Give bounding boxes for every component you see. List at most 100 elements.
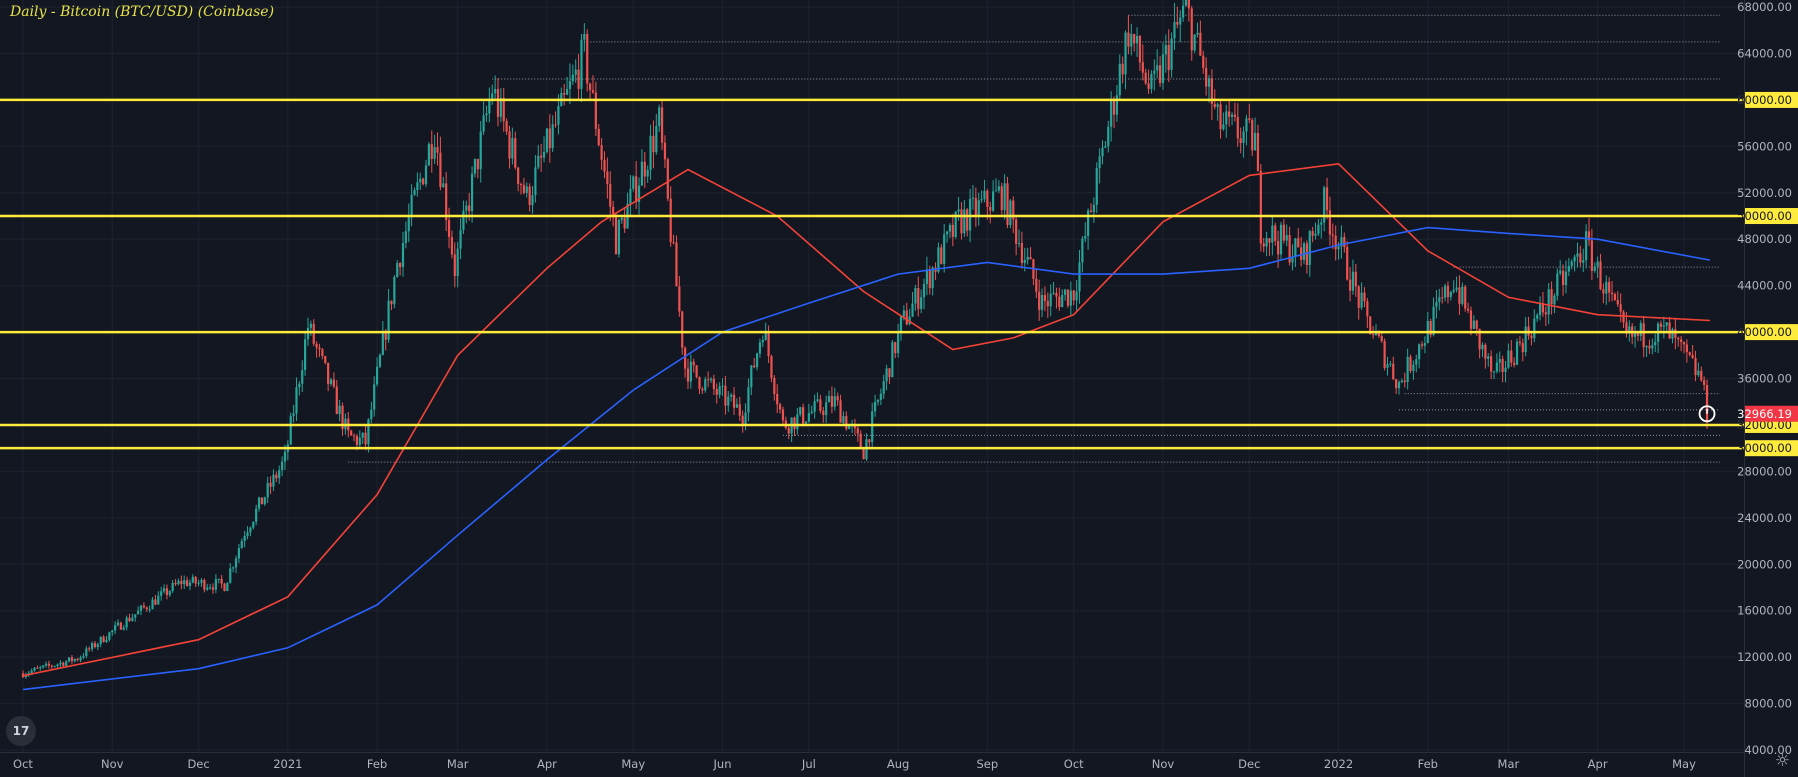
candle-body xyxy=(200,580,203,583)
candle-body xyxy=(116,622,120,626)
candle-down xyxy=(445,171,448,231)
candle-down xyxy=(1089,203,1093,213)
candle-up xyxy=(931,265,934,296)
candle-down xyxy=(1484,343,1487,369)
candle-body xyxy=(1000,186,1003,211)
candle-body xyxy=(257,497,261,509)
candle-up xyxy=(721,378,724,396)
candle-up xyxy=(571,64,574,85)
candle-body xyxy=(1389,363,1392,365)
candle-body xyxy=(1351,271,1355,291)
candle-body xyxy=(1357,286,1360,308)
candle-body xyxy=(1576,253,1579,257)
candle-up xyxy=(879,388,882,406)
candle-body xyxy=(1662,325,1665,327)
candle-body xyxy=(1478,328,1481,350)
time-tick-label: Nov xyxy=(101,757,124,771)
candle-down xyxy=(1058,287,1061,311)
candle-down xyxy=(1205,57,1208,96)
candle-body xyxy=(571,74,574,82)
candle-up xyxy=(378,353,382,369)
candle-down xyxy=(770,354,773,383)
candle-body xyxy=(727,396,730,406)
candle-up xyxy=(977,192,980,226)
candle-body xyxy=(1302,243,1306,260)
candle-body xyxy=(263,497,266,505)
candle-body xyxy=(1239,138,1242,143)
candle-up xyxy=(718,382,721,399)
candle-down xyxy=(1256,124,1260,172)
candle-body xyxy=(1098,156,1101,169)
candle-body xyxy=(827,396,831,403)
candle-up xyxy=(704,376,707,393)
candle-body xyxy=(882,381,885,394)
candle-body xyxy=(1484,344,1487,359)
candle-body xyxy=(1196,32,1199,35)
candle-body xyxy=(108,632,111,640)
level-label-text: 30000.00 xyxy=(1737,441,1792,455)
candle-body xyxy=(1435,301,1438,307)
candle-body xyxy=(1587,231,1591,241)
grid-lines xyxy=(0,0,1744,752)
candle-up xyxy=(1153,59,1156,91)
candle-body xyxy=(707,379,710,381)
price-tick-label: 16000.00 xyxy=(1737,604,1792,618)
candle-up xyxy=(750,364,753,396)
candle-body xyxy=(1023,259,1026,264)
candle-body xyxy=(1268,238,1271,243)
candle-body xyxy=(1372,334,1375,336)
candle-up xyxy=(1461,282,1464,306)
candle-body xyxy=(724,385,727,406)
candle-up xyxy=(197,579,200,587)
candle-down xyxy=(1035,269,1038,298)
candle-body xyxy=(1256,132,1260,171)
candle-down xyxy=(1015,216,1018,256)
candle-body xyxy=(1236,116,1239,139)
candle-up xyxy=(560,87,563,107)
candle-up xyxy=(1633,326,1637,348)
candle-down xyxy=(845,411,848,431)
candle-down xyxy=(738,396,741,422)
candle-body xyxy=(494,88,497,94)
candle-body xyxy=(266,482,269,498)
price-tick-label: 68000.00 xyxy=(1737,0,1792,14)
candle-body xyxy=(1141,62,1144,73)
candle-up xyxy=(1472,315,1475,330)
candle-body xyxy=(505,121,508,132)
candle-up xyxy=(925,256,929,296)
candle-body xyxy=(715,389,718,395)
candle-body xyxy=(424,165,428,185)
gear-icon[interactable]: ☼ xyxy=(1774,751,1790,771)
candle-down xyxy=(1127,15,1130,55)
candle-body xyxy=(1317,224,1320,234)
candle-up xyxy=(1397,380,1401,395)
candle-body xyxy=(65,661,68,666)
candle-body xyxy=(660,107,664,143)
candle-up xyxy=(1207,74,1211,103)
candle-body xyxy=(1274,225,1277,241)
level-label-bg xyxy=(1745,440,1798,457)
time-tick-label: Mar xyxy=(447,757,469,771)
candle-down xyxy=(102,635,105,643)
candle-body xyxy=(597,128,600,146)
candle-down xyxy=(1677,336,1680,347)
candle-body xyxy=(338,405,341,415)
candle-up xyxy=(943,223,946,273)
tradingview-logo[interactable]: 17 xyxy=(6,716,36,746)
candle-up xyxy=(456,241,459,288)
candle-body xyxy=(1374,332,1378,336)
candle-down xyxy=(836,392,839,406)
candle-body xyxy=(246,532,249,537)
candle-down xyxy=(612,200,615,227)
candle-up xyxy=(39,665,42,671)
candle-down xyxy=(1599,253,1602,291)
candle-body xyxy=(1213,103,1216,107)
candle-body xyxy=(735,404,739,408)
candle-down xyxy=(597,124,600,147)
candle-body xyxy=(1688,352,1691,355)
candle-up xyxy=(1567,257,1570,277)
time-tick-label: Jul xyxy=(801,757,816,771)
candle-body xyxy=(188,582,192,587)
candle-body xyxy=(1101,147,1104,157)
